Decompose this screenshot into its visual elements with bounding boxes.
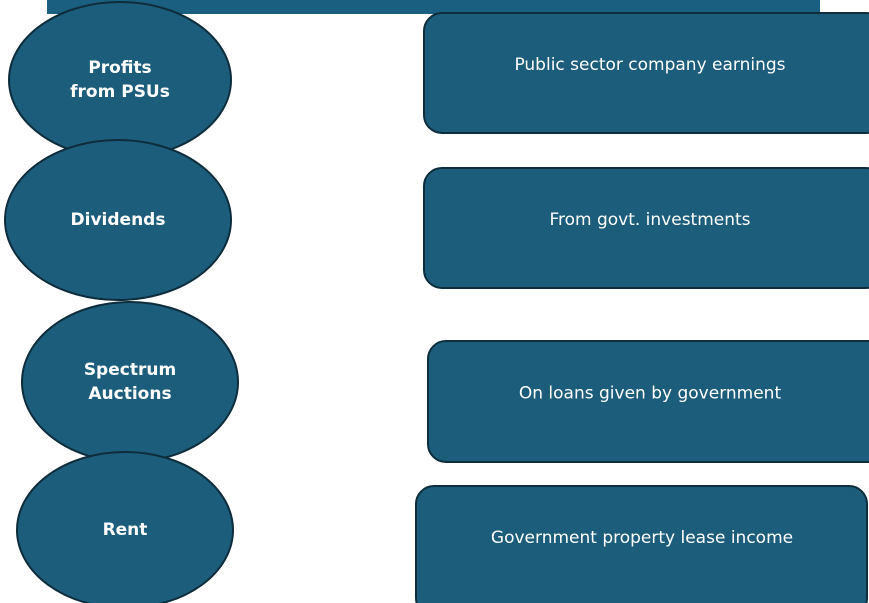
description-box	[415, 485, 868, 603]
description-text: From govt. investments	[549, 210, 750, 230]
source-ellipse	[8, 1, 232, 159]
header-bar	[47, 0, 820, 14]
source-label: from PSUs	[70, 82, 170, 102]
source-ellipse	[16, 451, 234, 603]
source-ellipse	[4, 139, 232, 301]
description-box	[427, 340, 869, 463]
description-text: Public sector company earnings	[514, 55, 785, 75]
source-label: Profits	[88, 58, 151, 78]
source-label: Auctions	[88, 384, 171, 404]
description-box	[423, 167, 869, 289]
source-label: Spectrum	[84, 360, 176, 380]
source-label: Dividends	[71, 210, 166, 230]
description-box	[423, 12, 869, 134]
source-label: Rent	[103, 520, 148, 540]
description-text: Government property lease income	[491, 528, 793, 548]
source-ellipse	[21, 301, 239, 463]
description-text: On loans given by government	[519, 384, 782, 404]
